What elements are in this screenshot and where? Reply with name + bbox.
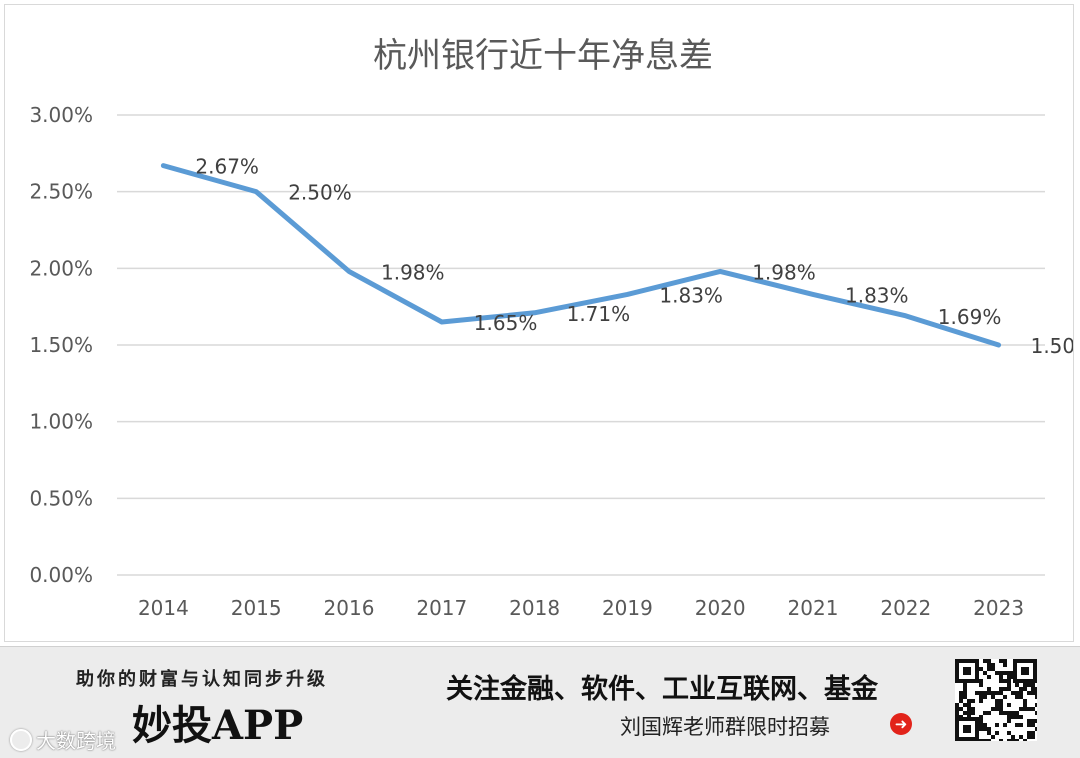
data-label: 2.67% (195, 155, 259, 179)
data-label: 1.98% (752, 260, 816, 284)
x-tick-label: 2016 (324, 596, 375, 620)
data-label: 1.83% (845, 283, 909, 307)
data-label: 1.83% (659, 283, 723, 307)
watermark: 大数跨境 (10, 725, 116, 754)
x-tick-label: 2017 (416, 596, 467, 620)
y-tick-label: 1.00% (29, 410, 93, 434)
data-label: 1.71% (567, 302, 631, 326)
data-label: 1.50% (1031, 334, 1073, 358)
banner-recruit-text: 刘国辉老师群限时招募 (620, 715, 830, 739)
line-chart: 杭州银行近十年净息差 0.00% 0.50% 1.00% 1.50% 2.00% 2.50… (29, 36, 1073, 620)
promo-banner: 助你的财富与认知同步升级 妙投APP 关注金融、软件、工业互联网、基金 刘国辉老… (0, 646, 1080, 758)
x-tick-label: 2022 (880, 596, 931, 620)
banner-app-name: 妙投APP (132, 702, 304, 749)
y-tick-label: 2.00% (29, 256, 93, 280)
y-tick-label: 0.50% (29, 486, 93, 510)
arrow-right-icon[interactable]: ➜ (890, 713, 912, 735)
watermark-logo-icon (10, 729, 32, 751)
banner-slogan: 助你的财富与认知同步升级 (76, 669, 328, 690)
x-tick-label: 2021 (788, 596, 839, 620)
data-label: 1.65% (474, 311, 538, 335)
banner-headline: 关注金融、软件、工业互联网、基金 (446, 674, 878, 705)
data-label: 1.69% (938, 305, 1002, 329)
data-label: 2.50% (288, 181, 352, 205)
y-tick-label: 2.50% (29, 180, 93, 204)
series-line (160, 163, 1002, 348)
x-tick-label: 2019 (602, 596, 653, 620)
y-tick-label: 0.00% (29, 563, 93, 587)
chart-title: 杭州银行近十年净息差 (373, 36, 713, 76)
x-tick-label: 2023 (973, 596, 1024, 620)
qr-code-icon[interactable] (955, 659, 1037, 741)
y-tick-label: 1.50% (29, 333, 93, 357)
y-tick-label: 3.00% (29, 103, 93, 127)
x-tick-label: 2018 (509, 596, 560, 620)
data-label: 1.98% (381, 260, 445, 284)
chart-panel: 杭州银行近十年净息差 0.00% 0.50% 1.00% 1.50% 2.00% 2.50… (4, 4, 1074, 642)
x-tick-label: 2014 (138, 596, 189, 620)
watermark-text: 大数跨境 (36, 729, 116, 753)
x-tick-label: 2015 (231, 596, 282, 620)
x-tick-label: 2020 (695, 596, 746, 620)
